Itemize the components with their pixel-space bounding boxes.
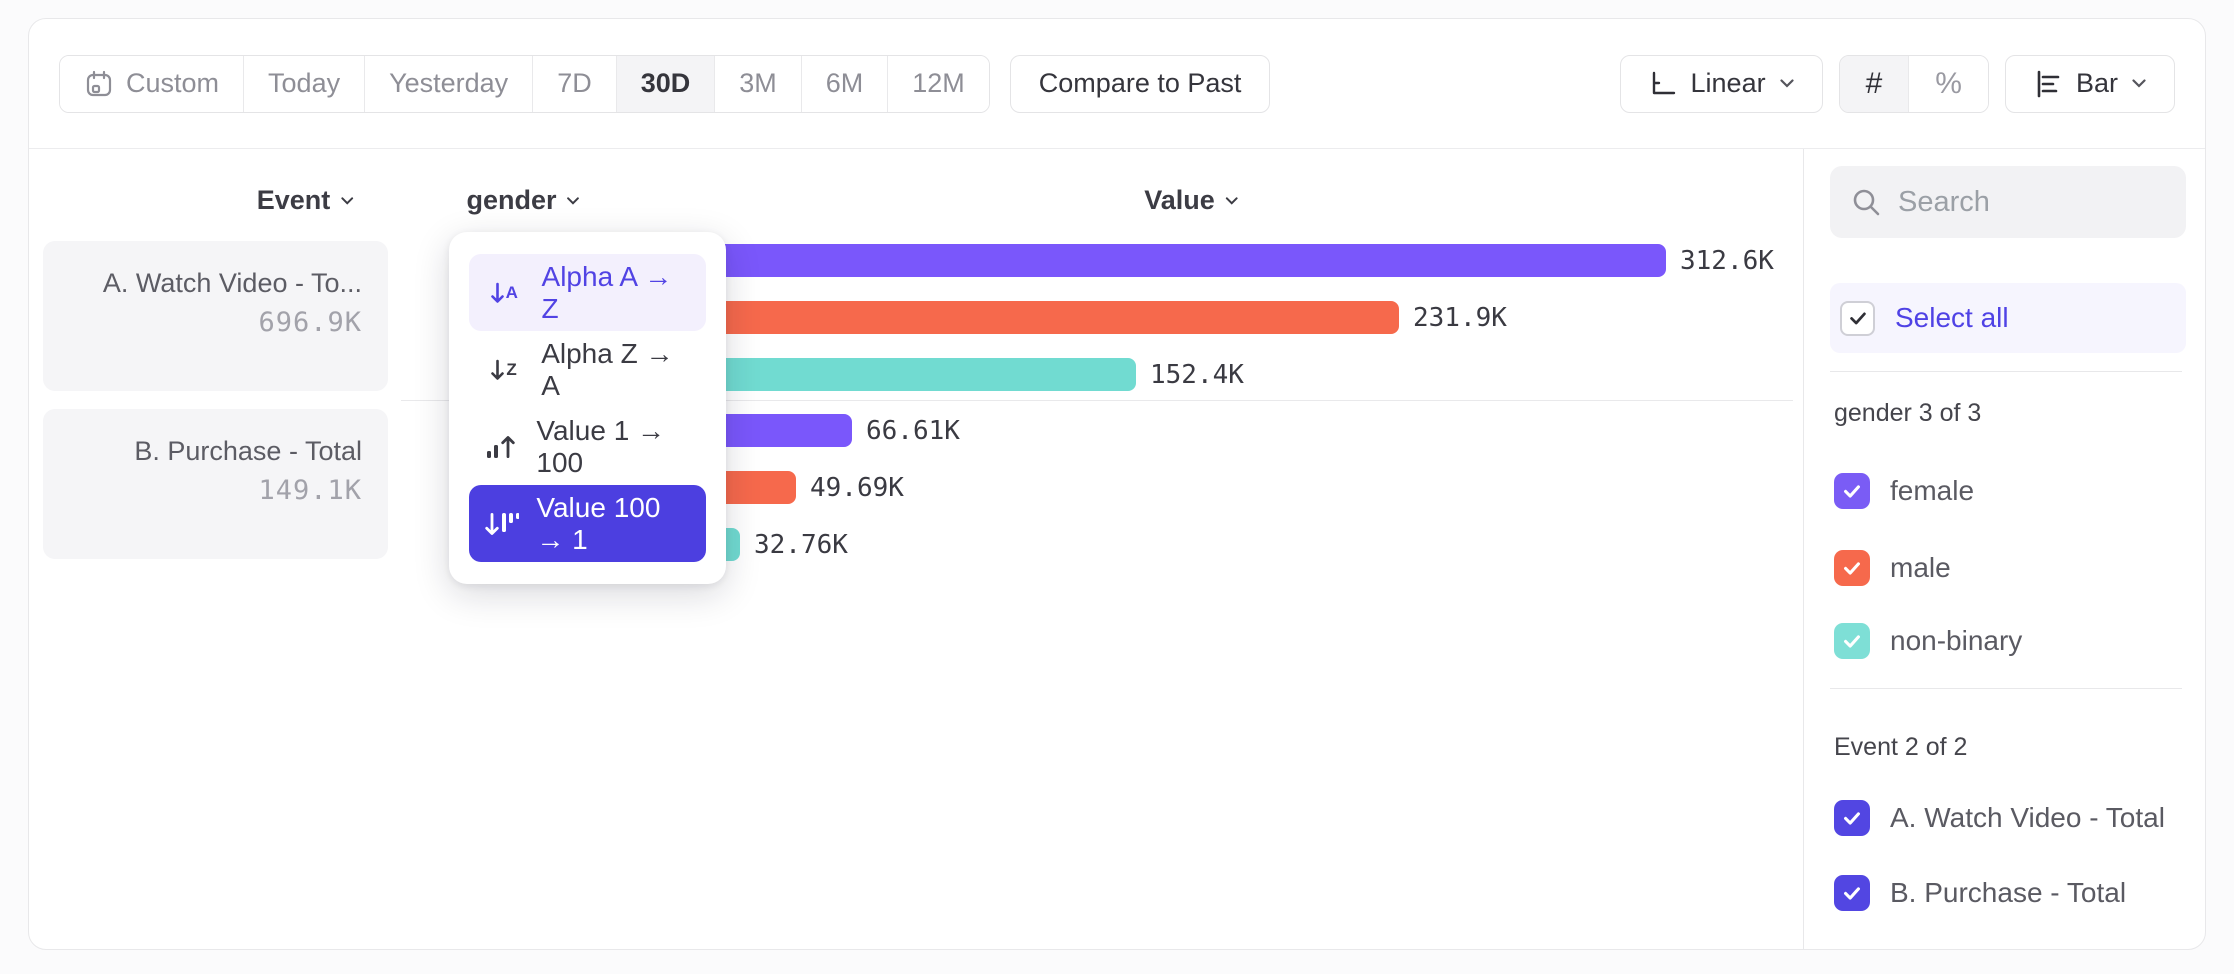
chart-type-label: Bar (2075, 68, 2118, 98)
bar-value-label: 49.69K (810, 472, 904, 503)
sidebar-divider (1830, 371, 2182, 372)
toolbar: Custom Today Yesterday 7D 30D 3M 6M 12M … (29, 19, 2205, 149)
percentage-toggle[interactable]: % (1909, 55, 1988, 112)
sort-value-ascending-icon (483, 434, 520, 460)
percent-icon: % (1935, 66, 1962, 100)
filter-row-purchase[interactable]: B. Purchase - Total (1834, 875, 2126, 911)
bar-male[interactable] (632, 301, 1399, 334)
absolute-numbers-toggle[interactable]: # (1839, 55, 1910, 112)
bar-row: 312.6K (632, 244, 1774, 277)
filter-sidebar: Select all gender 3 of 3 female male non… (1803, 149, 2207, 950)
report-card: Custom Today Yesterday 7D 30D 3M 6M 12M … (28, 18, 2206, 950)
date-range-yesterday[interactable]: Yesterday (365, 55, 534, 112)
chart-area: Event gender Value A. Watch Video - To..… (29, 149, 1803, 950)
sort-option-value-ascending[interactable]: Value 1 → 100 (469, 408, 706, 485)
date-range-30d-selected[interactable]: 30D (616, 55, 716, 112)
sort-dropdown-menu: A Alpha A → Z Z Alpha Z → A Value 1 → 10… (449, 232, 726, 584)
female-checkbox[interactable] (1834, 473, 1870, 509)
gender-section-label: gender 3 of 3 (1834, 399, 1982, 427)
scale-selector-button[interactable]: Linear (1619, 54, 1823, 113)
chart-controls: Linear # % Bar (1619, 54, 2175, 113)
bar-value-label: 231.9K (1413, 302, 1507, 333)
select-all-row[interactable]: Select all (1830, 283, 2186, 353)
linear-axis-icon (1649, 70, 1677, 98)
bar-value-label: 66.61K (866, 415, 960, 446)
sort-option-value-descending[interactable]: Value 100 → 1 (469, 485, 706, 562)
sidebar-divider (1830, 688, 2182, 689)
group-separator (401, 400, 1793, 401)
male-checkbox[interactable] (1834, 550, 1870, 586)
sort-alpha-ascending-icon: A (483, 281, 526, 305)
chart-type-selector-button[interactable]: Bar (2004, 54, 2175, 113)
hash-icon: # (1865, 66, 1883, 100)
date-range-selector: Custom Today Yesterday 7D 30D 3M 6M 12M (59, 54, 990, 113)
select-all-checkbox[interactable] (1840, 300, 1875, 336)
event-section-label: Event 2 of 2 (1834, 733, 1968, 761)
watch-video-checkbox[interactable] (1834, 800, 1870, 836)
event-column-header[interactable]: Event (257, 185, 354, 216)
date-range-today[interactable]: Today (244, 55, 366, 112)
date-range-12m[interactable]: 12M (888, 55, 989, 112)
non-binary-checkbox[interactable] (1834, 623, 1870, 659)
bar-chart-icon (2034, 70, 2062, 98)
event-card-watch-video[interactable]: A. Watch Video - To... 696.9K (43, 241, 388, 391)
date-range-3m[interactable]: 3M (715, 55, 802, 112)
bar-female[interactable] (632, 244, 1666, 277)
date-range-label: Custom (126, 68, 220, 98)
event-card-purchase[interactable]: B. Purchase - Total 149.1K (43, 409, 388, 559)
filter-row-non-binary[interactable]: non-binary (1834, 623, 2022, 659)
bar-value-label: 32.76K (754, 529, 848, 560)
value-mode-toggle: # % (1838, 54, 1989, 113)
chevron-down-icon (1225, 196, 1238, 205)
event-card-value: 149.1K (258, 475, 362, 506)
select-all-label: Select all (1895, 302, 2009, 333)
sort-value-descending-icon (483, 511, 520, 537)
scale-label: Linear (1690, 68, 1766, 98)
search-input[interactable] (1898, 185, 2166, 219)
sort-option-alpha-a-z[interactable]: A Alpha A → Z (469, 254, 706, 331)
search-box (1830, 166, 2186, 238)
sort-alpha-descending-icon: Z (483, 358, 525, 382)
bar-value-label: 152.4K (1150, 359, 1244, 390)
compare-to-past-button[interactable]: Compare to Past (1009, 54, 1271, 113)
sort-option-alpha-z-a[interactable]: Z Alpha Z → A (469, 331, 706, 408)
filter-row-male[interactable]: male (1834, 550, 1951, 586)
event-card-title: A. Watch Video - To... (102, 268, 362, 298)
value-column-header[interactable]: Value (1144, 185, 1238, 216)
date-range-7d[interactable]: 7D (533, 55, 617, 112)
chevron-down-icon (340, 196, 353, 205)
filter-row-watch-video[interactable]: A. Watch Video - Total (1834, 800, 2165, 836)
bar-row: 231.9K (632, 301, 1507, 334)
event-card-value: 696.9K (258, 307, 362, 338)
chevron-down-icon (2132, 79, 2146, 88)
chevron-down-icon (567, 196, 580, 205)
date-range-6m[interactable]: 6M (801, 55, 889, 112)
breakdown-column-header[interactable]: gender (466, 185, 579, 216)
search-icon (1850, 186, 1882, 218)
event-card-title: B. Purchase - Total (134, 436, 362, 466)
purchase-checkbox[interactable] (1834, 875, 1870, 911)
calendar-icon (84, 69, 114, 99)
chevron-down-icon (1779, 79, 1794, 88)
bar-value-label: 312.6K (1680, 245, 1774, 276)
date-range-custom[interactable]: Custom (60, 55, 245, 112)
filter-row-female[interactable]: female (1834, 473, 1974, 509)
